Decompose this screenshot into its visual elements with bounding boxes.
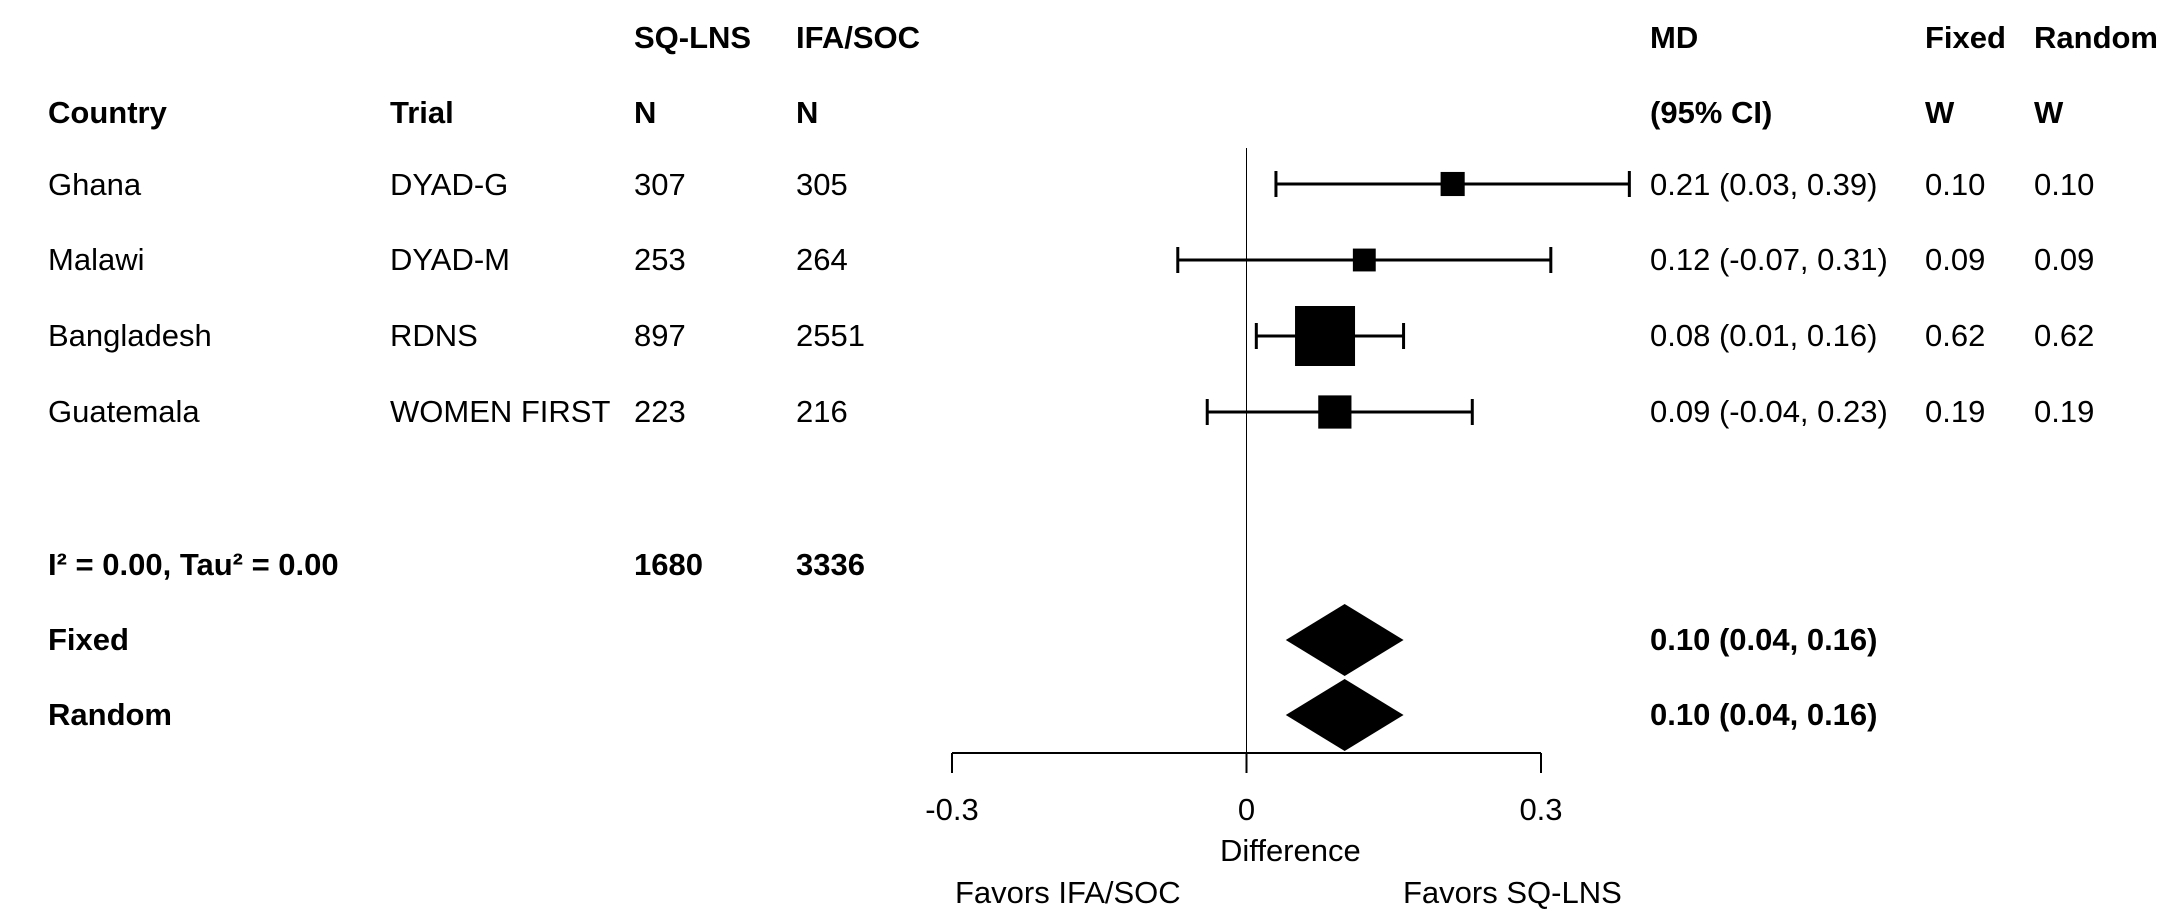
study-w-fixed: 0.19 [1925,394,1986,429]
study-w-fixed: 0.09 [1925,242,1986,277]
pooled-diamond [1285,604,1404,676]
study-trial: WOMEN FIRST [390,394,611,429]
study-trial: DYAD-G [390,167,509,202]
study-md-ci: 0.12 (-0.07, 0.31) [1650,242,1888,277]
effect-box [1318,395,1352,429]
x-tick-label: 0.3 [1519,792,1562,827]
study-n-sqlns: 307 [634,167,686,202]
pooled-random-label: Random [48,697,172,732]
header-random: Random [2034,20,2158,55]
study-country: Guatemala [48,394,200,429]
effect-box [1295,306,1356,366]
study-trial: DYAD-M [390,242,510,277]
study-md-ci: 0.08 (0.01, 0.16) [1650,318,1878,353]
heterogeneity-stat: I² = 0.00, Tau² = 0.00 [48,547,339,582]
total-n-ifasoc: 3336 [796,547,865,582]
header-country: Country [48,95,167,130]
study-country: Malawi [48,242,145,277]
pooled-random-md-ci: 0.10 (0.04, 0.16) [1650,697,1878,732]
header-w-random: W [2034,95,2064,130]
pooled-fixed-label: Fixed [48,622,129,657]
study-n-sqlns: 897 [634,318,686,353]
favors-left-label: Favors IFA/SOC [955,875,1181,910]
study-n-ifasoc: 216 [796,394,848,429]
study-w-random: 0.10 [2034,167,2095,202]
header-w-fixed: W [1925,95,1955,130]
study-n-sqlns: 253 [634,242,686,277]
header-n-ifasoc: N [796,95,819,130]
effect-box [1440,171,1465,197]
study-trial: RDNS [390,318,478,353]
study-n-ifasoc: 264 [796,242,848,277]
study-n-ifasoc: 305 [796,167,848,202]
study-w-fixed: 0.62 [1925,318,1986,353]
study-md-ci: 0.21 (0.03, 0.39) [1650,167,1878,202]
study-md-ci: 0.09 (-0.04, 0.23) [1650,394,1888,429]
effect-box [1352,248,1376,272]
total-n-sqlns: 1680 [634,547,703,582]
header-ci: (95% CI) [1650,95,1773,130]
header-trial: Trial [390,95,454,130]
study-w-random: 0.62 [2034,318,2095,353]
study-w-fixed: 0.10 [1925,167,1986,202]
header-sqlns: SQ-LNS [634,20,752,55]
header-ifasoc: IFA/SOC [796,20,921,55]
x-tick-label: 0 [1238,792,1255,827]
pooled-fixed-md-ci: 0.10 (0.04, 0.16) [1650,622,1878,657]
x-tick-label: -0.3 [925,792,978,827]
study-n-ifasoc: 2551 [796,318,865,353]
study-n-sqlns: 223 [634,394,686,429]
favors-right-label: Favors SQ-LNS [1403,875,1622,910]
header-n-sqlns: N [634,95,657,130]
study-w-random: 0.09 [2034,242,2095,277]
header-fixed: Fixed [1925,20,2006,55]
study-country: Ghana [48,167,142,202]
study-country: Bangladesh [48,318,212,353]
header-md: MD [1650,20,1699,55]
study-w-random: 0.19 [2034,394,2095,429]
x-axis-label: Difference [1220,833,1361,868]
pooled-diamond [1285,679,1404,751]
